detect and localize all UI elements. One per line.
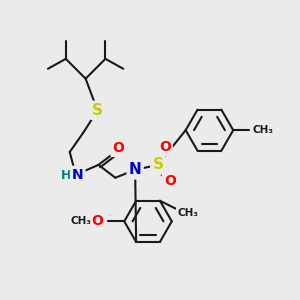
Text: H: H	[61, 169, 71, 182]
Text: N: N	[129, 162, 142, 177]
Text: CH₃: CH₃	[252, 125, 273, 135]
Text: O: O	[92, 214, 104, 228]
Text: O: O	[112, 141, 124, 155]
Text: CH₃: CH₃	[177, 208, 198, 218]
Text: N: N	[72, 168, 83, 182]
Text: S: S	[92, 103, 103, 118]
Text: CH₃: CH₃	[70, 216, 91, 226]
Text: O: O	[164, 174, 176, 188]
Text: O: O	[159, 140, 171, 154]
Text: S: S	[152, 158, 164, 172]
